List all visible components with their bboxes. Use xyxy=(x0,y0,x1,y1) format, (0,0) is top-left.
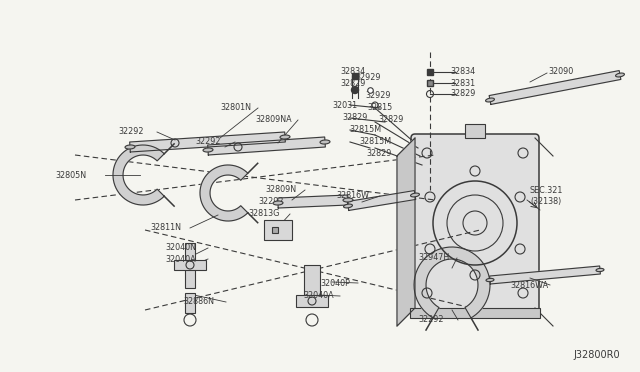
Polygon shape xyxy=(414,247,490,318)
FancyBboxPatch shape xyxy=(411,134,539,312)
Text: 32813G: 32813G xyxy=(248,209,280,218)
Text: 32809N: 32809N xyxy=(265,186,296,195)
Text: 32809NA: 32809NA xyxy=(255,115,292,125)
Text: 32801N: 32801N xyxy=(220,103,251,112)
Text: 32829: 32829 xyxy=(366,150,392,158)
Polygon shape xyxy=(490,266,600,284)
Text: 32031: 32031 xyxy=(332,102,357,110)
Text: 32292: 32292 xyxy=(195,138,221,147)
Text: 32829: 32829 xyxy=(340,80,365,89)
Text: 32805N: 32805N xyxy=(55,170,86,180)
Text: 32815M: 32815M xyxy=(359,138,391,147)
Polygon shape xyxy=(397,138,415,326)
Bar xyxy=(465,124,485,138)
Text: 32829: 32829 xyxy=(378,115,403,125)
Ellipse shape xyxy=(125,145,135,149)
Text: 32834: 32834 xyxy=(450,67,475,77)
Text: J32800R0: J32800R0 xyxy=(573,350,620,360)
Circle shape xyxy=(351,87,358,93)
Ellipse shape xyxy=(203,148,213,152)
Ellipse shape xyxy=(344,204,353,208)
Polygon shape xyxy=(278,195,348,208)
Bar xyxy=(296,295,328,307)
Bar xyxy=(410,308,540,318)
Text: 32040A: 32040A xyxy=(303,292,333,301)
Ellipse shape xyxy=(486,278,494,282)
Bar xyxy=(264,220,292,240)
Text: 32829: 32829 xyxy=(342,113,367,122)
Bar xyxy=(185,243,195,288)
Text: 32886N: 32886N xyxy=(183,298,214,307)
Text: 32040P: 32040P xyxy=(320,279,350,288)
Text: 32929: 32929 xyxy=(355,74,381,83)
Text: 32040A: 32040A xyxy=(165,254,196,263)
Text: 32947H: 32947H xyxy=(418,253,449,263)
Text: 32831: 32831 xyxy=(450,78,475,87)
Ellipse shape xyxy=(280,135,290,139)
Polygon shape xyxy=(207,137,325,155)
Text: 32040N: 32040N xyxy=(165,244,196,253)
Text: 32829: 32829 xyxy=(450,90,476,99)
Ellipse shape xyxy=(320,140,330,144)
Ellipse shape xyxy=(343,198,353,202)
Text: 32929: 32929 xyxy=(365,92,390,100)
Text: 32816W: 32816W xyxy=(336,192,369,201)
Text: 32834: 32834 xyxy=(340,67,365,77)
Text: 32811N: 32811N xyxy=(150,224,181,232)
Bar xyxy=(174,260,206,270)
Polygon shape xyxy=(348,190,416,211)
Text: SEC.321
(32138): SEC.321 (32138) xyxy=(530,186,563,206)
Polygon shape xyxy=(489,71,621,105)
Text: 32815: 32815 xyxy=(367,103,392,112)
Polygon shape xyxy=(200,165,248,221)
Text: 32815M: 32815M xyxy=(349,125,381,135)
Ellipse shape xyxy=(596,268,604,272)
Text: 32816WA: 32816WA xyxy=(510,280,548,289)
Bar xyxy=(185,293,195,313)
Text: 32292: 32292 xyxy=(418,315,444,324)
Text: 32292: 32292 xyxy=(258,198,284,206)
Ellipse shape xyxy=(410,193,419,197)
Bar xyxy=(304,265,320,305)
Ellipse shape xyxy=(616,73,625,77)
Text: 32090: 32090 xyxy=(548,67,573,77)
Ellipse shape xyxy=(273,201,283,205)
Polygon shape xyxy=(130,132,285,152)
Text: 32292: 32292 xyxy=(118,128,143,137)
Polygon shape xyxy=(113,145,164,205)
Ellipse shape xyxy=(486,98,495,102)
